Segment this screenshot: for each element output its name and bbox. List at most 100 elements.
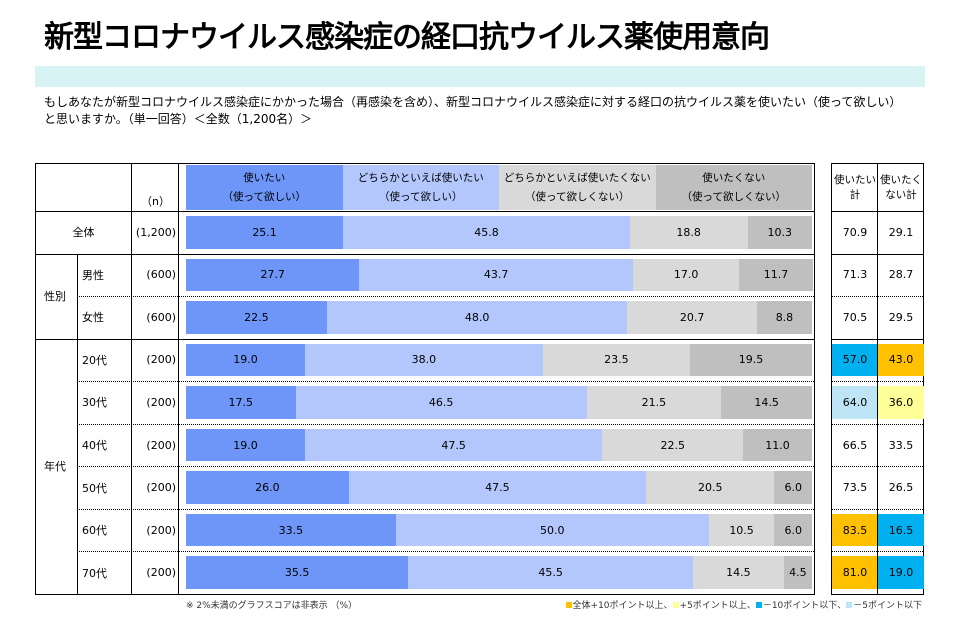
legend-header-line: （使って欲しい） [222,190,306,203]
page-title: 新型コロナウイルス感染症の経口抗ウイルス薬使用意向 [44,20,770,55]
summary-not-use-total: 16.5 [878,513,924,547]
bar-segment: 6.0 [774,513,812,547]
group-label: 年代 [44,460,66,474]
row-divider [77,551,814,553]
bar-segment: 11.0 [743,428,812,462]
row-n: (1,200) [135,225,176,239]
summary-use-total: 57.0 [832,343,878,377]
legend-item: －5ポイント以下 [846,601,922,611]
summary-use-total: 73.5 [842,481,868,495]
summary-use-total: 71.3 [842,268,868,282]
legend-header-line: 使いたくない [702,171,766,184]
group-label: 性別 [44,290,66,304]
bar-segment: 19.0 [186,428,305,462]
title-band [35,66,925,87]
row-n: (200) [146,438,176,452]
legend-item: －10ポイント以下、 [755,601,846,611]
question-text: もしあなたが新型コロナウイルス感染症にかかった場合（再感染を含め）、新型コロナウ… [44,95,902,126]
summary-use-total: 83.5 [832,513,878,547]
bar-segment: 21.5 [586,386,722,419]
n-header: （n） [141,195,170,208]
row-divider [77,466,814,468]
legend-header-line: （使って欲しい） [379,190,463,203]
summary-not-use-total: 33.5 [888,438,914,452]
summary-use-total: 64.0 [832,386,878,419]
row-n: (200) [146,395,176,409]
summary-use-total: 66.5 [842,438,868,452]
summary-header-line: 使いたく [880,173,922,186]
row-n: (200) [146,566,176,580]
summary-use-total: 81.0 [832,556,878,589]
bar-segment: 48.0 [326,301,628,334]
bar-segment: 8.8 [756,301,812,334]
bar-segment: 45.5 [408,556,694,589]
summary-header-divider [832,211,923,212]
summary-not-use-total: 29.1 [888,225,914,239]
group-divider [36,338,814,340]
summary-not-use-total: 26.5 [888,481,914,495]
bar-segment: 11.7 [739,258,813,292]
bar-segment: 26.0 [186,471,349,504]
legend-item: 全体+10ポイント以上、 [565,601,673,611]
bar-segment: 45.8 [343,216,630,249]
bar-segment: 14.5 [693,556,784,589]
bar-segment: 25.1 [186,216,344,249]
row-label: 女性 [82,311,104,325]
bar-segment: 47.5 [304,428,603,462]
legend-swatch [565,602,572,608]
row-label: 50代 [82,481,107,495]
group-col-divider [77,253,78,339]
summary-table: 70.9 29.1 71.3 28.7 70.5 29.5 57.0 43.0 64.0 36.0… [831,163,924,595]
summary-use-total: 70.9 [842,225,868,239]
bar-segment: 38.0 [304,343,543,377]
summary-header-line: ない計 [885,188,917,201]
bar-segment: 22.5 [186,301,327,334]
legend-header-2: どちらかといえば使いたくない （使って欲しくない） [499,165,656,210]
column-divider [178,164,179,594]
row-divider [77,381,814,383]
bar-segment: 22.5 [602,428,744,462]
legend-swatch [846,602,853,608]
row-label: 60代 [82,524,107,538]
bar-segment: 17.0 [632,258,740,292]
bar-segment: 18.8 [629,216,748,249]
column-divider [131,164,132,594]
legend-header-line: どちらかといえば使いたい [357,171,484,184]
bar-segment: 46.5 [295,386,587,419]
row-n: (200) [146,523,176,537]
row-label: 70代 [82,566,107,580]
row-label: 男性 [82,268,104,282]
row-divider [77,296,814,298]
row-divider [77,508,814,510]
row-n: (200) [146,353,176,367]
legend-header-1: どちらかといえば使いたい （使って欲しい） [342,165,499,210]
legend-item: +5ポイント以上、 [672,601,756,611]
legend-header-line: （使って欲しくない） [681,190,786,203]
bar-segment: 4.5 [783,556,812,589]
row-divider [77,423,814,425]
legend-header-line: どちらかといえば使いたくない [503,171,651,184]
legend-header-line: （使って欲しくない） [525,190,630,203]
footnote: ※ 2%未満のグラフスコアは非表示 （%） [186,601,358,611]
bar-segment: 20.7 [627,301,757,334]
bar-segment: 35.5 [186,556,409,589]
row-n: (600) [146,310,176,324]
row-label: 20代 [82,353,107,367]
row-label: 40代 [82,439,107,453]
bar-segment: 27.7 [186,258,360,292]
bar-segment: 10.3 [747,216,812,249]
bar-segment: 6.0 [774,471,812,504]
summary-not-use-total: 43.0 [878,343,924,377]
bar-segment: 10.5 [708,513,775,547]
bar-segment: 50.0 [395,513,709,547]
row-label: 全体 [72,226,95,240]
summary-not-use-total: 29.5 [888,310,914,324]
stacked-bar-table: 使いたい （使って欲しい） どちらかといえば使いたい （使って欲しい） どちらかといえば… [35,163,815,595]
group-col-divider [77,338,78,594]
row-label: 30代 [82,396,107,410]
summary-use-total: 70.5 [842,310,868,324]
row-n: (600) [146,268,176,282]
bar-segment: 17.5 [186,386,296,419]
summary-header-line: 計 [849,188,861,201]
legend-header-0: 使いたい （使って欲しい） [186,165,343,210]
